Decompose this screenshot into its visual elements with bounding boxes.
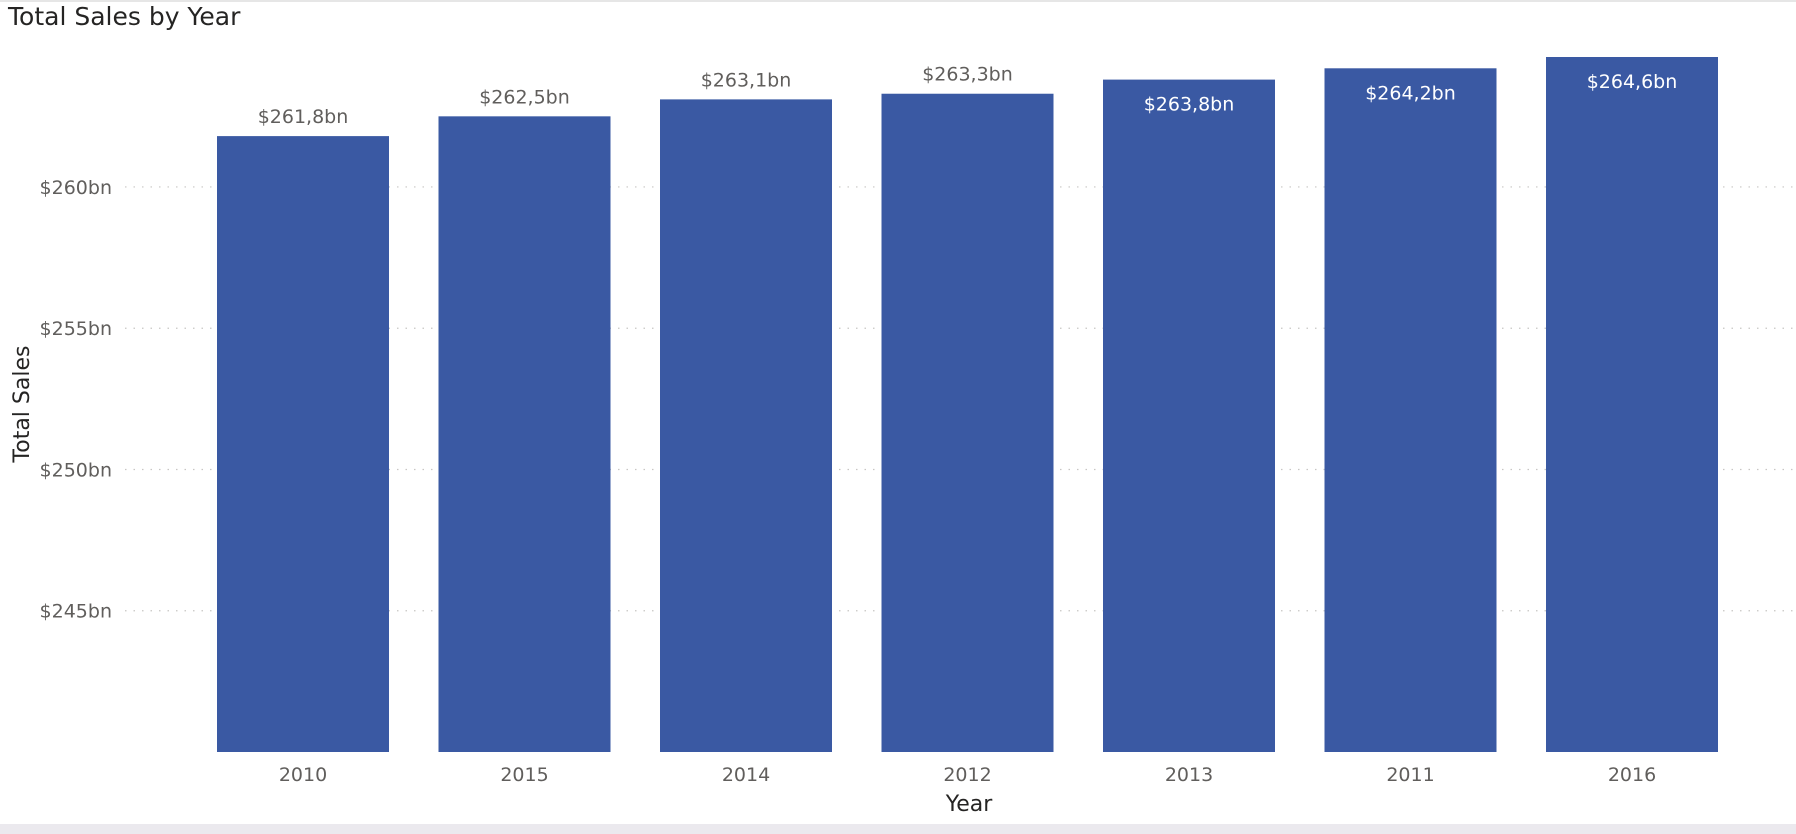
bar[interactable] — [1324, 68, 1497, 753]
bar[interactable] — [660, 99, 832, 752]
x-tick-label: 2011 — [1386, 764, 1434, 786]
x-tick-label: 2016 — [1608, 764, 1656, 786]
y-tick-label: $255bn — [40, 318, 112, 340]
bars — [217, 57, 1718, 753]
y-axis-ticks: $245bn $250bn $255bn $260bn — [40, 177, 112, 623]
data-labels: $261,8bn $262,5bn $263,1bn $263,3bn $263,8bn… — [258, 64, 1678, 128]
y-axis-title: Total Sales — [10, 346, 35, 464]
data-label: $261,8bn — [258, 106, 349, 128]
data-label: $264,2bn — [1365, 82, 1456, 104]
y-tick-label: $245bn — [40, 601, 112, 623]
x-tick-label: 2013 — [1165, 764, 1213, 786]
bottom-band — [0, 824, 1796, 834]
bar[interactable] — [217, 136, 389, 752]
data-label: $262,5bn — [479, 86, 570, 108]
x-tick-label: 2015 — [500, 764, 548, 786]
top-border — [0, 0, 1796, 2]
data-label: $263,1bn — [701, 69, 792, 91]
x-tick-label: 2012 — [943, 764, 991, 786]
x-axis-title: Year — [945, 792, 994, 817]
x-tick-label: 2010 — [279, 764, 327, 786]
x-tick-label: 2014 — [722, 764, 770, 786]
data-label: $263,3bn — [922, 64, 1013, 86]
x-axis-ticks: 2010 2015 2014 2012 2013 2011 2016 — [279, 764, 1656, 786]
bar[interactable] — [1103, 79, 1275, 752]
y-tick-label: $260bn — [40, 177, 112, 199]
y-tick-label: $250bn — [40, 459, 112, 481]
data-label: $264,6bn — [1587, 71, 1678, 93]
bar[interactable] — [881, 93, 1054, 752]
bar[interactable] — [1546, 57, 1718, 752]
chart-title: Total Sales by Year — [8, 2, 241, 31]
bar[interactable] — [438, 116, 611, 752]
data-label: $263,8bn — [1144, 94, 1235, 116]
